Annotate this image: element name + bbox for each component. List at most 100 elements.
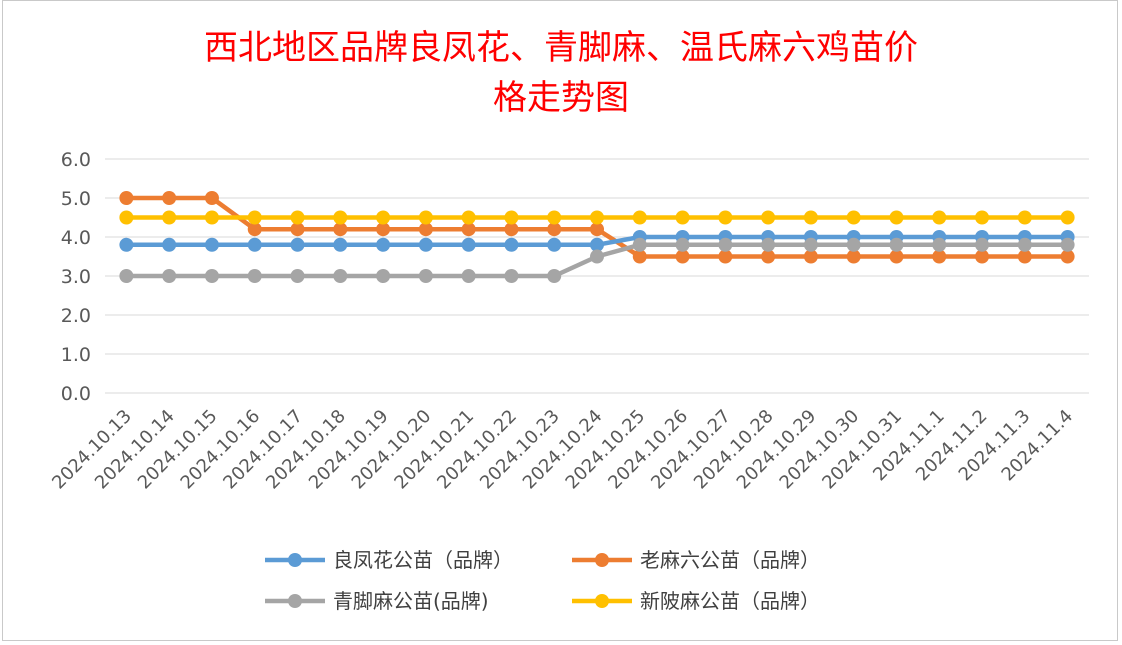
line-chart: 西北地区品牌良凤花、青脚麻、温氏麻六鸡苗价 格走势图 6.0 5.0 4.0 3.0 2… <box>48 28 1089 613</box>
legend-item[interactable]: 新陂麻公苗（品牌） <box>572 589 820 613</box>
data-point <box>547 222 562 237</box>
y-tick-label: 3.0 <box>61 266 91 288</box>
data-point <box>590 249 604 264</box>
data-point <box>889 237 904 252</box>
series-1 <box>119 191 1075 264</box>
series-3 <box>119 210 1075 225</box>
data-point <box>290 210 305 225</box>
legend-item[interactable]: 老麻六公苗（品牌） <box>572 548 820 572</box>
y-tick-label: 0.0 <box>61 383 91 405</box>
legend-swatch-marker <box>595 594 609 608</box>
legend-swatch-marker <box>288 553 302 567</box>
data-point <box>162 269 177 283</box>
data-point <box>932 237 947 252</box>
data-point <box>718 249 733 264</box>
data-point <box>975 210 990 225</box>
legend-label: 良凤花公苗（品牌） <box>333 548 513 572</box>
data-point <box>333 237 348 252</box>
data-point <box>803 237 818 252</box>
data-point <box>162 237 177 252</box>
data-point <box>975 249 990 264</box>
legend-label: 青脚麻公苗(品牌) <box>333 589 489 613</box>
legend-label: 新陂麻公苗（品牌） <box>640 589 820 613</box>
y-tick-label: 4.0 <box>61 227 91 249</box>
data-point <box>461 237 476 252</box>
data-point <box>846 249 861 264</box>
data-point <box>418 222 433 237</box>
data-point <box>333 269 348 283</box>
data-point <box>290 237 305 252</box>
data-point <box>632 210 647 225</box>
data-point <box>376 210 391 225</box>
y-tick-label: 6.0 <box>61 149 91 171</box>
data-point <box>932 249 947 264</box>
data-point <box>204 269 219 283</box>
data-point <box>119 269 134 283</box>
x-axis-ticks: 2024.10.132024.10.142024.10.152024.10.16… <box>48 406 1077 494</box>
chart-title-line-2: 格走势图 <box>493 78 629 118</box>
series-lines <box>119 191 1075 283</box>
y-tick-label: 1.0 <box>61 344 91 366</box>
data-point <box>803 249 818 264</box>
data-point <box>889 210 904 225</box>
data-point <box>590 210 604 225</box>
data-point <box>376 269 391 283</box>
series-2 <box>119 237 1075 283</box>
data-point <box>803 210 818 225</box>
data-point <box>1017 210 1032 225</box>
data-point <box>846 210 861 225</box>
legend-item[interactable]: 青脚麻公苗(品牌) <box>265 589 489 613</box>
data-point <box>418 210 433 225</box>
data-point <box>547 210 562 225</box>
data-point <box>761 210 776 225</box>
data-point <box>461 210 476 225</box>
data-point <box>119 237 134 252</box>
data-point <box>247 222 262 237</box>
legend-swatch-marker <box>595 553 609 567</box>
data-point <box>590 237 604 252</box>
data-point <box>504 222 519 237</box>
data-point <box>761 249 776 264</box>
data-point <box>162 210 177 225</box>
data-point <box>204 191 219 205</box>
data-point <box>1017 237 1032 252</box>
legend-label: 老麻六公苗（品牌） <box>640 548 820 572</box>
data-point <box>1060 249 1075 264</box>
data-point <box>247 210 262 225</box>
data-point <box>889 249 904 264</box>
data-point <box>932 210 947 225</box>
data-point <box>418 269 433 283</box>
data-point <box>504 237 519 252</box>
data-point <box>632 237 647 252</box>
data-point <box>333 210 348 225</box>
data-point <box>376 222 391 237</box>
data-point <box>675 210 690 225</box>
data-point <box>461 269 476 283</box>
data-point <box>590 222 604 237</box>
data-point <box>119 210 134 225</box>
data-point <box>461 222 476 237</box>
data-point <box>675 237 690 252</box>
data-point <box>290 269 305 283</box>
data-point <box>290 222 305 237</box>
y-tick-label: 5.0 <box>61 188 91 210</box>
data-point <box>204 237 219 252</box>
legend-item[interactable]: 良凤花公苗（品牌） <box>265 548 513 572</box>
legend[interactable]: 良凤花公苗（品牌） 老麻六公苗（品牌） 青脚麻公苗(品牌) 新陂麻公苗（品牌） <box>265 548 820 613</box>
data-point <box>247 269 262 283</box>
data-point <box>1060 237 1075 252</box>
data-point <box>1017 249 1032 264</box>
data-point <box>418 237 433 252</box>
y-tick-label: 2.0 <box>61 305 91 327</box>
y-axis-ticks: 6.0 5.0 4.0 3.0 2.0 1.0 0.0 <box>61 149 91 405</box>
data-point <box>162 191 177 205</box>
data-point <box>718 237 733 252</box>
data-point <box>718 210 733 225</box>
data-point <box>333 222 348 237</box>
data-point <box>504 210 519 225</box>
data-point <box>504 269 519 283</box>
data-point <box>119 191 134 205</box>
legend-swatch-marker <box>288 594 302 608</box>
